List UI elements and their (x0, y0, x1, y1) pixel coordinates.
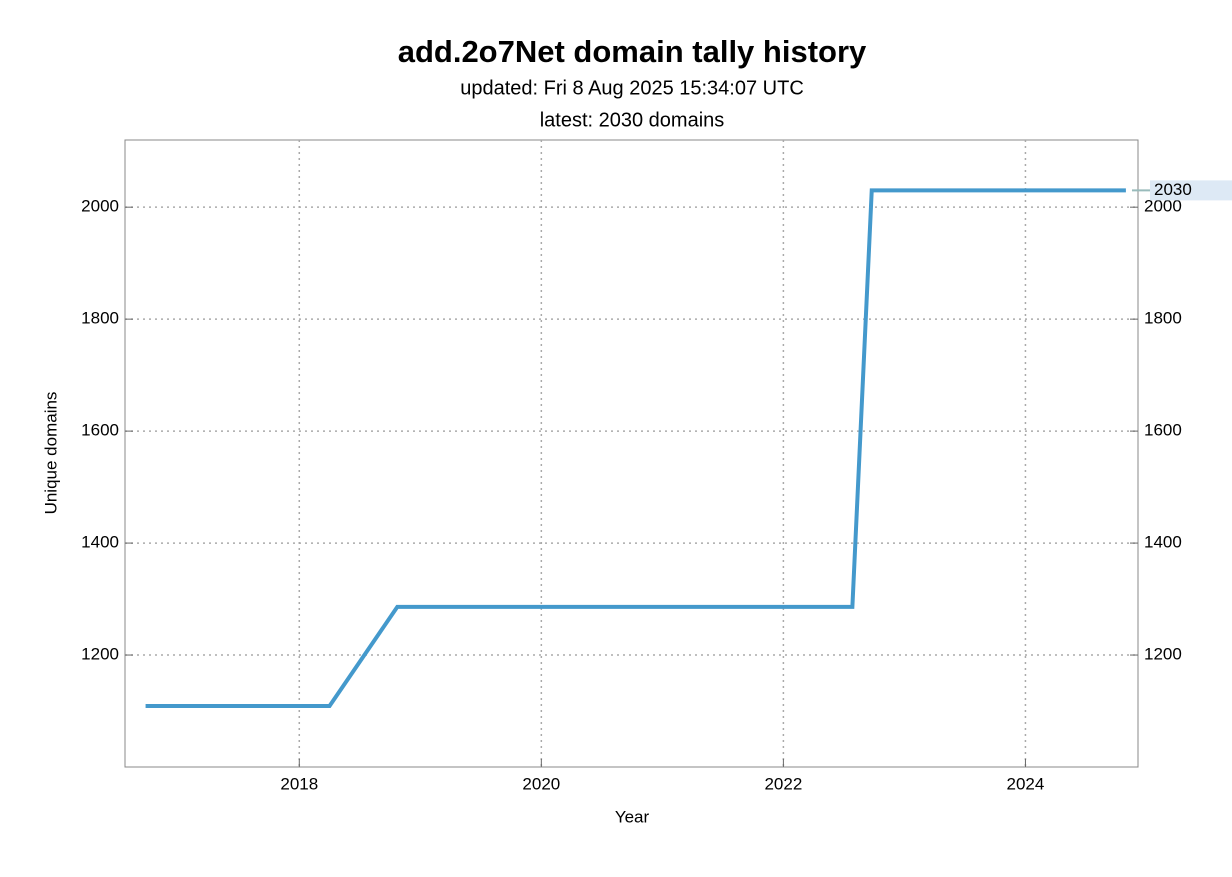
y2-tick-label: 1400 (1144, 533, 1182, 552)
y2-tick-label: 2000 (1144, 197, 1182, 216)
y-tick-label: 2000 (81, 197, 119, 216)
x-tick-label: 2018 (280, 774, 318, 793)
data-line (145, 188, 1126, 708)
y-tick-label: 1600 (81, 421, 119, 440)
y-axis-label: Unique domains (41, 392, 60, 515)
y2-tick-label: 1600 (1144, 421, 1182, 440)
y2-tick-label: 1800 (1144, 309, 1182, 328)
x-axis-label: Year (615, 807, 650, 826)
y-tick-label: 1800 (81, 309, 119, 328)
y2-tick-label: 1200 (1144, 645, 1182, 664)
x-tick-label: 2020 (522, 774, 560, 793)
x-tick-label: 2024 (1007, 774, 1045, 793)
chart-subtitle: latest: 2030 domains (540, 109, 725, 131)
chart-subtitle: updated: Fri 8 Aug 2025 15:34:07 UTC (460, 77, 804, 99)
plot-frame (124, 139, 1139, 768)
y-tick-label: 1400 (81, 533, 119, 552)
y-tick-label: 1200 (81, 645, 119, 664)
chart-title: add.2o7Net domain tally history (398, 34, 867, 69)
end-label-box (1150, 180, 1232, 201)
x-tick-label: 2022 (764, 774, 802, 793)
end-label: 2030 (1154, 180, 1192, 199)
